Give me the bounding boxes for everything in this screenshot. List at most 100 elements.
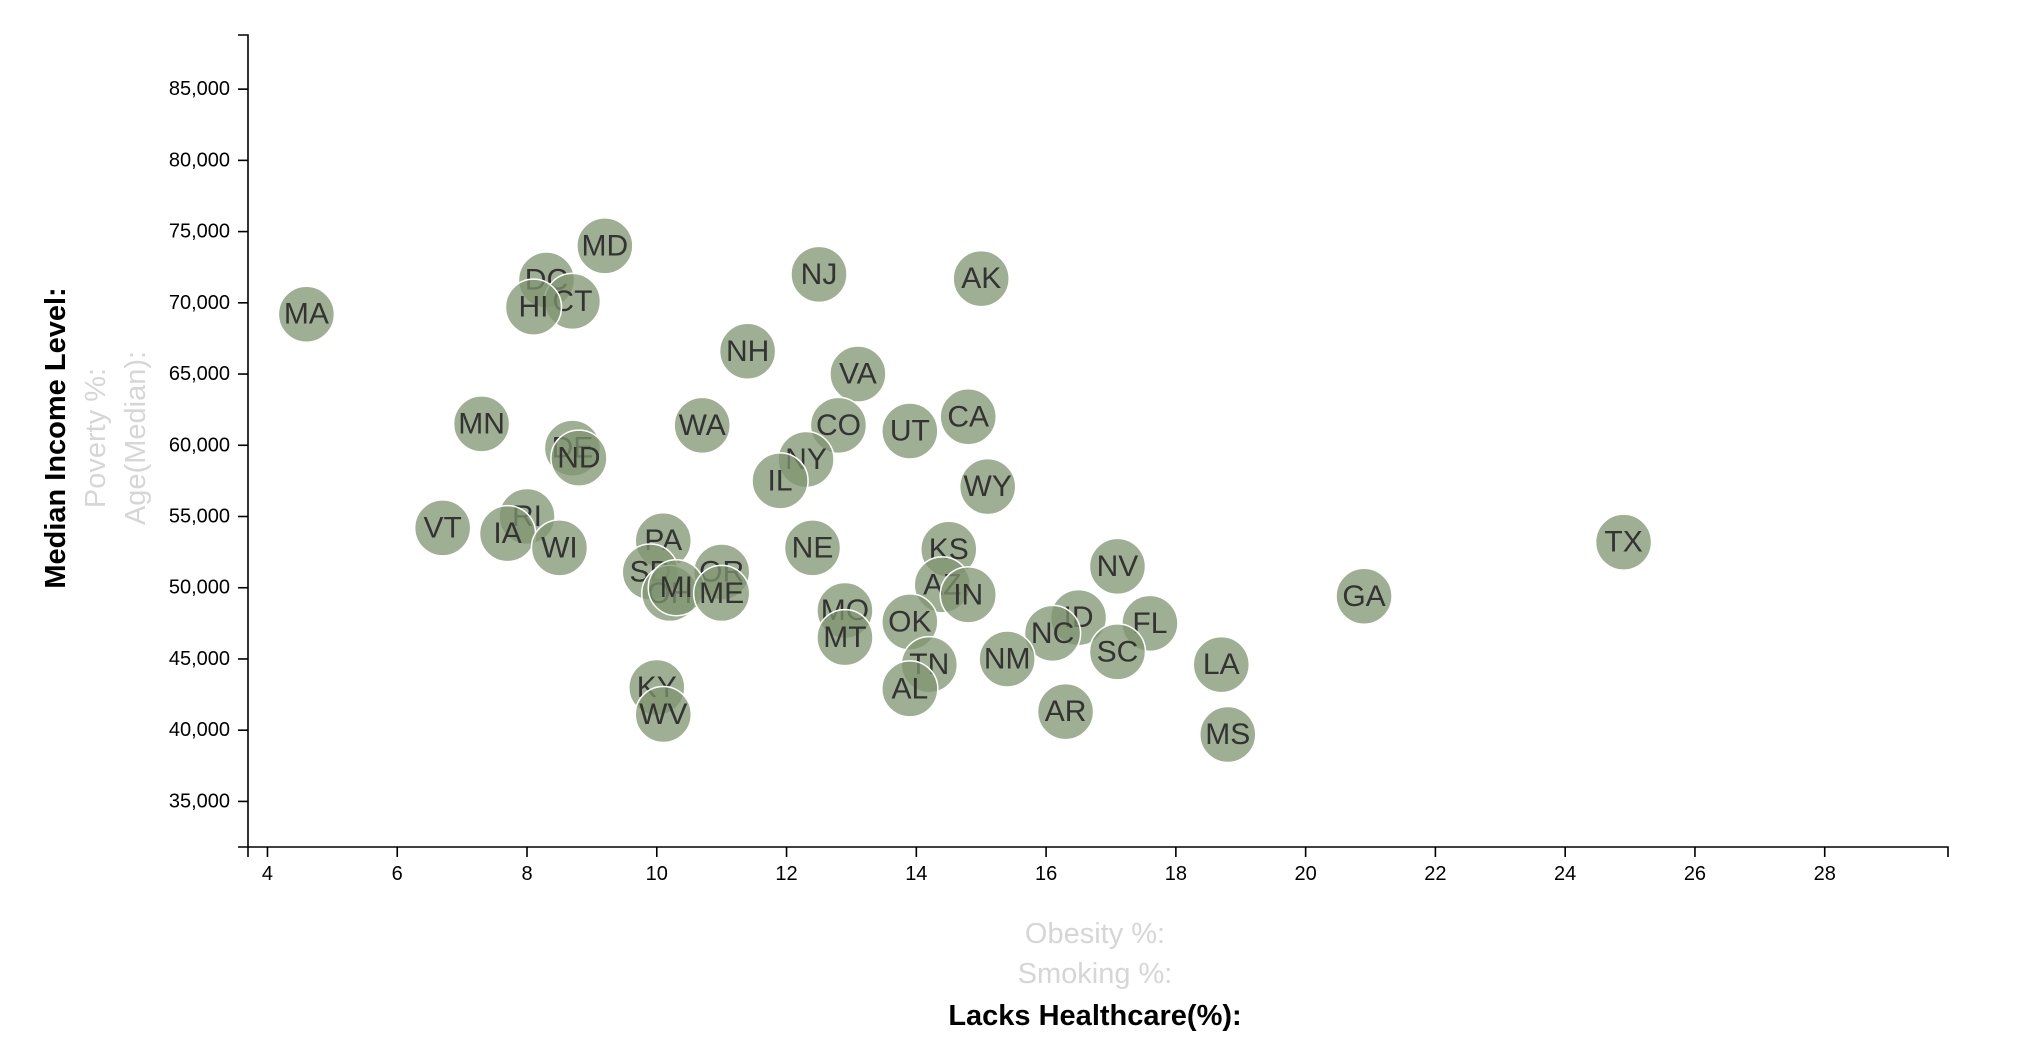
state-label: AL [891, 672, 928, 705]
y-axis-titles: Median Income Level: Poverty %: Age(Medi… [40, 287, 152, 588]
state-point-md[interactable]: MD [576, 217, 634, 275]
state-label: WY [964, 470, 1012, 503]
state-marker[interactable] [1088, 537, 1147, 596]
state-marker[interactable] [1192, 635, 1251, 694]
state-marker[interactable] [277, 285, 336, 343]
state-label: TX [1604, 526, 1642, 559]
state-marker[interactable] [958, 457, 1017, 516]
state-marker[interactable] [692, 564, 751, 623]
x-axis-label-obesity[interactable]: Obesity %: [1025, 918, 1165, 950]
state-point-vt[interactable]: VT [413, 499, 472, 557]
x-tick-label: 24 [1554, 863, 1576, 885]
state-point-mt[interactable]: MT [816, 608, 874, 667]
state-point-me[interactable]: ME [692, 564, 751, 623]
y-tick-label: 50,000 [169, 577, 230, 599]
state-marker[interactable] [816, 608, 874, 667]
x-tick-label: 20 [1295, 863, 1317, 885]
state-marker[interactable] [881, 660, 939, 718]
y-axis-label-age[interactable]: Age(Median): [120, 351, 152, 525]
state-label: VA [839, 358, 877, 391]
state-marker[interactable] [751, 452, 809, 510]
y-axis-label-median-income[interactable]: Median Income Level: [40, 287, 72, 588]
state-marker[interactable] [530, 519, 589, 577]
state-point-ut[interactable]: UT [881, 402, 939, 460]
state-point-al[interactable]: AL [881, 660, 939, 718]
x-axis-line [247, 846, 1949, 857]
state-point-la[interactable]: LA [1192, 635, 1251, 694]
state-label: AR [1045, 695, 1087, 728]
state-marker[interactable] [978, 630, 1036, 688]
state-point-ar[interactable]: AR [1036, 682, 1095, 741]
y-tick-label: 85,000 [169, 78, 230, 100]
y-tick-label: 80,000 [169, 149, 230, 171]
state-label: AK [961, 262, 1001, 295]
state-marker[interactable] [939, 388, 997, 446]
state-point-nc[interactable]: NC [1023, 604, 1082, 663]
state-marker[interactable] [790, 245, 848, 304]
state-label: ME [699, 577, 744, 610]
state-marker[interactable] [634, 685, 693, 744]
y-tick-label: 35,000 [169, 790, 230, 812]
state-point-ia[interactable]: IA [478, 504, 537, 563]
state-point-nv[interactable]: NV [1088, 537, 1147, 596]
state-point-mn[interactable]: MN [452, 395, 511, 453]
x-axis-titles: Obesity %: Smoking %: Lacks Healthcare(%… [948, 918, 1241, 1032]
state-marker[interactable] [504, 278, 563, 336]
state-point-hi[interactable]: HI [504, 278, 563, 336]
state-point-nd[interactable]: ND [550, 429, 608, 487]
state-point-il[interactable]: IL [751, 452, 809, 510]
state-point-ga[interactable]: GA [1335, 567, 1393, 626]
state-point-ak[interactable]: AK [952, 249, 1010, 308]
x-axis-label-smoking[interactable]: Smoking %: [1018, 958, 1173, 990]
state-label: IL [768, 464, 793, 497]
state-marker[interactable] [939, 566, 997, 624]
y-axis-label-poverty[interactable]: Poverty %: [80, 368, 112, 508]
state-label: ND [557, 442, 600, 475]
state-point-wy[interactable]: WY [958, 457, 1017, 516]
state-marker[interactable] [413, 499, 472, 557]
state-marker[interactable] [1023, 604, 1082, 663]
x-axis-label-lacks-healthcare[interactable]: Lacks Healthcare(%): [948, 1000, 1241, 1032]
data-points: MAMDDCCTHINJAKNHVAMNWACOUTCADENDNYILWYVT… [277, 217, 1653, 764]
state-point-ca[interactable]: CA [939, 388, 997, 446]
state-marker[interactable] [576, 217, 634, 275]
x-tick-label: 16 [1035, 863, 1057, 885]
state-marker[interactable] [1335, 567, 1393, 626]
state-marker[interactable] [673, 396, 731, 455]
state-marker[interactable] [550, 429, 608, 487]
state-label: GA [1342, 580, 1385, 613]
state-point-nh[interactable]: NH [718, 322, 777, 381]
state-label: NM [984, 642, 1031, 675]
state-label: VT [423, 511, 461, 544]
state-point-mi[interactable]: MI [647, 558, 705, 617]
state-marker[interactable] [1036, 682, 1095, 741]
state-point-sc[interactable]: SC [1088, 623, 1147, 681]
state-marker[interactable] [783, 519, 842, 577]
state-label: MD [582, 229, 629, 262]
state-marker[interactable] [881, 402, 939, 460]
state-point-tx[interactable]: TX [1594, 513, 1653, 571]
state-point-nm[interactable]: NM [978, 630, 1036, 688]
state-point-ne[interactable]: NE [783, 519, 842, 577]
state-marker[interactable] [1594, 513, 1653, 571]
state-point-ms[interactable]: MS [1199, 705, 1257, 764]
state-point-wa[interactable]: WA [673, 396, 731, 455]
state-point-wi[interactable]: WI [530, 519, 589, 577]
x-tick-label: 14 [905, 863, 927, 885]
state-marker[interactable] [829, 345, 887, 403]
state-marker[interactable] [452, 395, 511, 453]
state-point-in[interactable]: IN [939, 566, 997, 624]
state-marker[interactable] [952, 249, 1010, 308]
state-marker[interactable] [1199, 705, 1257, 764]
state-label: LA [1203, 648, 1240, 681]
state-point-ma[interactable]: MA [277, 285, 336, 343]
state-point-nj[interactable]: NJ [790, 245, 848, 304]
state-point-ok[interactable]: OK [881, 593, 939, 651]
state-marker[interactable] [1088, 623, 1147, 681]
y-tick-label: 40,000 [169, 719, 230, 741]
state-marker[interactable] [718, 322, 777, 381]
state-point-va[interactable]: VA [829, 345, 887, 403]
y-axis: 35,000 40,000 45,000 50,000 55,000 60,000 65,0… [169, 34, 249, 848]
state-label: UT [890, 415, 930, 448]
state-point-wv[interactable]: WV [634, 685, 693, 744]
